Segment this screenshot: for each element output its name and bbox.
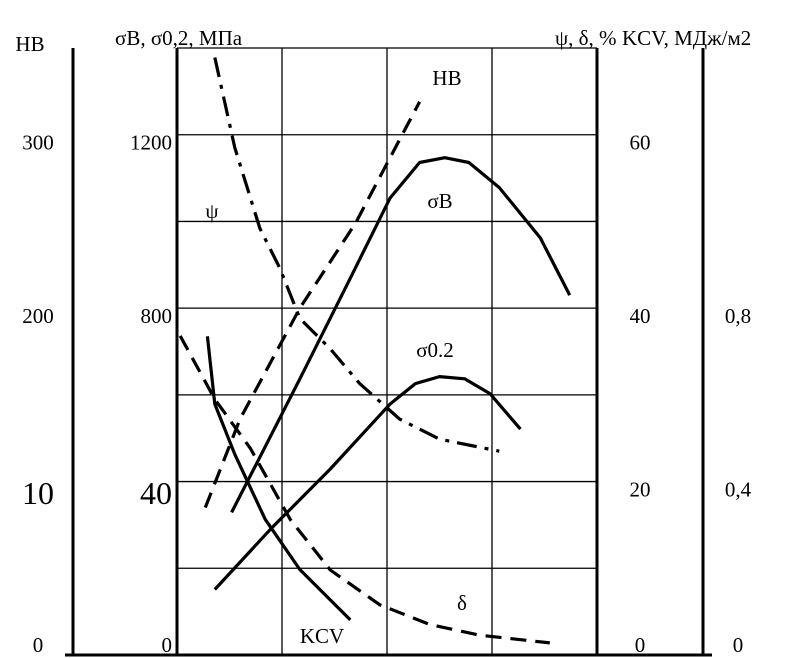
series-line <box>205 336 352 622</box>
y-tick-label: 0,4 <box>725 477 752 501</box>
y-tick-label: 800 <box>141 304 173 328</box>
series-label: σ0.2 <box>416 338 454 362</box>
series-label: KCV <box>300 624 344 648</box>
y-tick-label: 60 <box>630 131 651 155</box>
y-tick-label: 0,8 <box>725 304 751 328</box>
y-tick-label: 40 <box>140 475 172 511</box>
y-tick-label: 0 <box>733 633 744 657</box>
series-label: δ <box>457 591 467 615</box>
series-line <box>230 156 572 514</box>
axis-title: ψ, δ, % <box>555 26 617 50</box>
series-line <box>203 101 422 509</box>
series-line <box>213 375 522 591</box>
axis-title: HB <box>15 32 44 56</box>
y-tick-label: 200 <box>22 304 54 328</box>
y-tick-label: 40 <box>630 304 651 328</box>
y-tick-label: 0 <box>635 633 646 657</box>
series-label: HB <box>432 66 461 90</box>
series-label: ψ <box>205 199 218 223</box>
series-line <box>178 335 550 645</box>
series-line <box>213 57 500 453</box>
y-tick-label: 20 <box>630 477 651 501</box>
y-tick-label: 1200 <box>130 131 172 155</box>
y-tick-label: 10 <box>22 475 54 511</box>
axis-title: KCV, МДж/м2 <box>622 26 751 50</box>
y-tick-label: 300 <box>22 131 54 155</box>
axis-title: σВ, σ0,2, МПа <box>115 26 243 50</box>
series-label: σВ <box>427 189 452 213</box>
y-tick-label: 0 <box>162 633 173 657</box>
y-tick-label: 0 <box>33 633 44 657</box>
